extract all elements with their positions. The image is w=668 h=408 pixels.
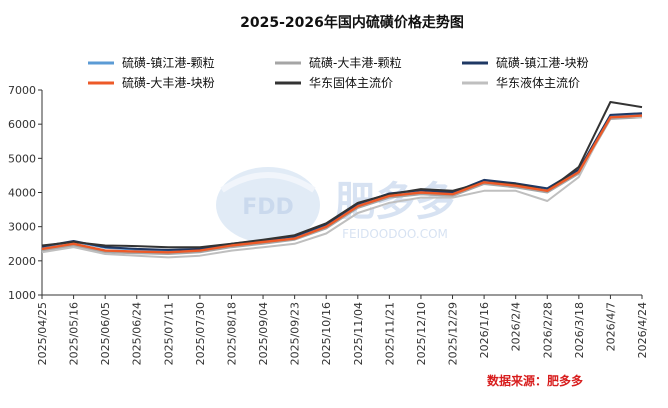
x-tick-label: 2026/3/18 bbox=[573, 302, 586, 358]
x-tick-label: 2025/12/10 bbox=[415, 302, 428, 365]
y-tick-label: 7000 bbox=[8, 84, 36, 97]
axes: 1000 2000 3000 4000 5000 6000 7000 2025/04/25 20… bbox=[8, 84, 649, 365]
watermark-domain-text: FEIDOODOO.COM bbox=[342, 227, 448, 241]
x-tick-label: 2025/09/23 bbox=[289, 302, 302, 365]
x-tick-label: 2025/04/25 bbox=[36, 302, 49, 365]
x-tick-label: 2025/10/16 bbox=[320, 302, 333, 365]
x-tick-label: 2025/11/04 bbox=[352, 302, 365, 365]
x-tick-label: 2026/1/16 bbox=[478, 302, 491, 358]
source-note: 数据来源：肥多多 bbox=[487, 373, 583, 388]
x-tick-label: 2026/2/28 bbox=[541, 302, 554, 358]
watermark-logo-swoosh bbox=[220, 172, 316, 193]
legend-label: 硫磺-大丰港-块粉 bbox=[122, 75, 215, 90]
legend-label: 硫磺-镇江港-颗粒 bbox=[122, 55, 215, 70]
x-tick-label: 2025/07/30 bbox=[194, 302, 207, 365]
series-line-1 bbox=[41, 116, 643, 255]
y-tick-label: 6000 bbox=[8, 118, 36, 131]
x-tick-label: 2025/05/16 bbox=[68, 302, 81, 365]
series-group bbox=[41, 101, 643, 259]
y-tick-label: 3000 bbox=[8, 221, 36, 234]
legend-label: 硫磺-大丰港-颗粒 bbox=[309, 55, 402, 70]
legend-label: 华东液体主流价 bbox=[496, 75, 580, 90]
legend-label: 华东固体主流价 bbox=[309, 76, 393, 90]
watermark: FDD 肥多多 FEIDOODOO.COM bbox=[216, 167, 455, 243]
x-tick-label: 2026/2/4 bbox=[510, 302, 523, 351]
x-tick-label: 2025/08/18 bbox=[225, 302, 238, 365]
series-line-3 bbox=[41, 114, 643, 254]
y-tick-label: 1000 bbox=[8, 289, 36, 302]
x-tick-label: 2026/4/24 bbox=[636, 302, 649, 358]
legend-label: 硫磺-镇江港-块粉 bbox=[496, 55, 589, 70]
x-tick-label: 2025/07/11 bbox=[162, 302, 175, 365]
series-line-4 bbox=[41, 101, 643, 249]
x-tick-label: 2025/09/04 bbox=[257, 302, 270, 365]
y-tick-label: 2000 bbox=[8, 255, 36, 268]
chart-title: 2025-2026年国内硫磺价格走势图 bbox=[240, 14, 464, 31]
x-tick-label: 2025/11/21 bbox=[383, 302, 396, 365]
y-tick-label: 4000 bbox=[8, 187, 36, 200]
x-tick-label: 2025/06/05 bbox=[99, 302, 112, 365]
watermark-logo-text: FDD bbox=[242, 195, 294, 220]
x-tick-label: 2025/12/29 bbox=[447, 302, 460, 365]
series-line-5 bbox=[41, 114, 643, 259]
x-tick-label: 2025/06/24 bbox=[131, 302, 144, 365]
x-tick-label: 2026/4/7 bbox=[604, 302, 617, 351]
watermark-logo-shape bbox=[216, 167, 320, 243]
y-tick-label: 5000 bbox=[8, 152, 36, 165]
